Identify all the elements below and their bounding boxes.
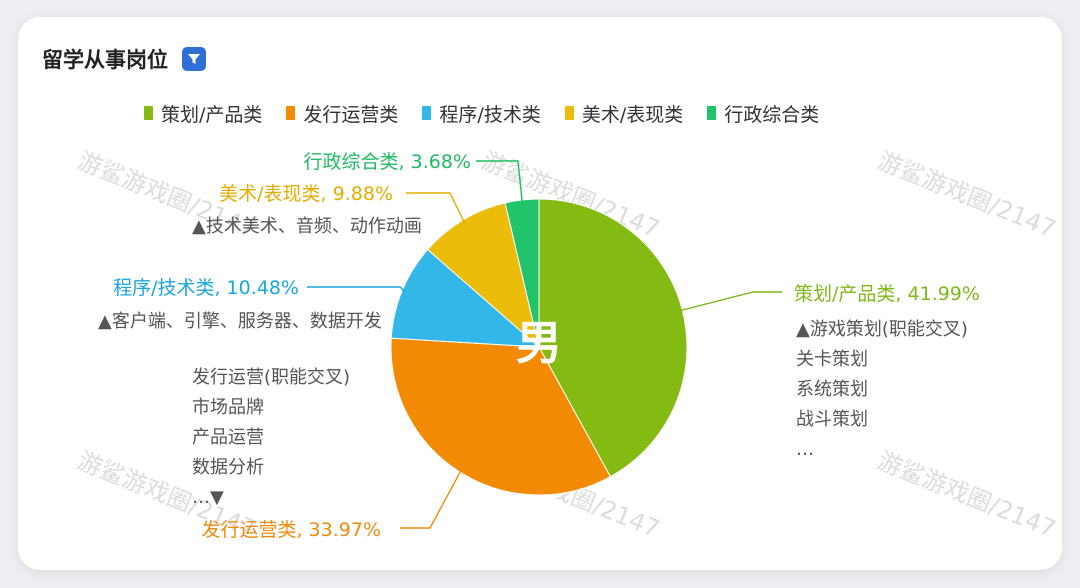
watermark: 游鲨游戏圈/2147 (874, 147, 1060, 244)
legend-label: 行政综合类 (724, 103, 820, 126)
leader-line-1 (400, 468, 463, 529)
legend-item-1[interactable]: 发行运营类 (286, 100, 398, 127)
leader-line-2 (307, 286, 407, 293)
legend-swatch (707, 106, 717, 120)
filter-button[interactable] (182, 47, 206, 71)
card-header: 留学从事岗位 (42, 43, 206, 75)
legend-item-3[interactable]: 美术/表现类 (564, 100, 684, 127)
slice-description-3-0: ▲技术美术、音频、动作动画 (192, 216, 422, 237)
legend-swatch (144, 106, 153, 120)
center-label: 男 (516, 316, 562, 370)
chart-legend: 策划/产品类 发行运营类 程序/技术类 美术/表现类 行政综合类 (144, 99, 819, 127)
legend-label: 美术/表现类 (581, 103, 684, 126)
legend-label: 发行运营类 (303, 103, 399, 126)
slice-label-4: 行政综合类, 3.68% (304, 151, 471, 173)
slice-description-1-0: 发行运营(职能交叉) (192, 367, 350, 388)
leader-line-0 (678, 291, 782, 312)
slice-description-2-0: ▲客户端、引擎、服务器、数据开发 (98, 311, 382, 332)
legend-swatch (564, 106, 574, 120)
slice-description-0-4: … (796, 439, 814, 460)
slice-description-1-4: …▼ (192, 487, 224, 508)
watermark: 游鲨游戏圈/2147 (874, 447, 1060, 544)
slice-description-1-3: 数据分析 (192, 457, 264, 478)
pie-slice-2[interactable] (390, 248, 541, 348)
pie-slices (390, 198, 688, 496)
slice-label-0: 策划/产品类, 41.99% (794, 283, 980, 305)
legend-label: 策划/产品类 (161, 103, 263, 126)
leader-line-3 (406, 192, 466, 224)
legend-swatch (286, 106, 296, 120)
slice-label-3: 美术/表现类, 9.88% (219, 183, 393, 205)
leader-lines (307, 160, 782, 529)
chart-card: 留学从事岗位 策划/产品类 发行运营类 程序/技术类 美术/表现类 行政综合类 (18, 17, 1062, 570)
legend-item-0[interactable]: 策划/产品类 (144, 100, 262, 127)
leader-line-4 (476, 160, 524, 205)
filter-icon (188, 54, 200, 64)
slice-label-1: 发行运营类, 33.97% (201, 519, 381, 541)
card-title: 留学从事岗位 (42, 48, 168, 72)
pie-chart: 游鲨游戏圈/2147 游鲨游戏圈/2147 游鲨游戏圈/2147游鲨游戏圈/2147… (74, 147, 1060, 544)
legend-swatch (422, 106, 432, 120)
slice-label-2: 程序/技术类, 10.48% (113, 277, 299, 299)
legend-label: 程序/技术类 (439, 103, 541, 126)
slice-description-0-0: ▲游戏策划(职能交叉) (796, 319, 968, 340)
legend-item-2[interactable]: 程序/技术类 (422, 100, 541, 127)
slice-description-1-2: 产品运营 (192, 427, 264, 448)
slice-description-0-3: 战斗策划 (796, 409, 868, 430)
slice-description-0-1: 关卡策划 (796, 349, 868, 370)
slice-description-0-2: 系统策划 (796, 379, 868, 400)
legend-item-4[interactable]: 行政综合类 (707, 100, 819, 127)
slice-description-1-1: 市场品牌 (192, 397, 264, 418)
